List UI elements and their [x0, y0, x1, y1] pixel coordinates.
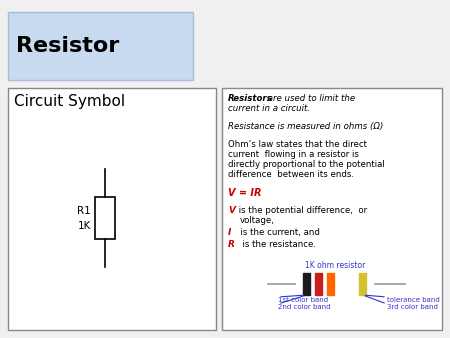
- Text: 3rd color band: 3rd color band: [387, 304, 438, 310]
- Text: 1K: 1K: [77, 221, 91, 231]
- Text: voltage,: voltage,: [240, 216, 275, 225]
- Text: R1: R1: [77, 206, 91, 216]
- FancyBboxPatch shape: [8, 12, 193, 80]
- Bar: [95, 197, 115, 239]
- Text: 1K ohm resistor: 1K ohm resistor: [305, 261, 365, 270]
- Bar: [315, 273, 322, 295]
- Text: current  flowing in a resistor is: current flowing in a resistor is: [228, 150, 359, 159]
- Text: 1st color band: 1st color band: [278, 297, 328, 303]
- Text: Resistor: Resistor: [16, 36, 119, 56]
- Text: Circuit Symbol: Circuit Symbol: [14, 94, 125, 109]
- Text: are used to limit the: are used to limit the: [265, 94, 355, 103]
- Text: is the potential difference,  or: is the potential difference, or: [236, 206, 367, 215]
- Bar: [303, 273, 310, 295]
- Text: V = IR: V = IR: [228, 188, 261, 198]
- Text: R: R: [228, 240, 235, 249]
- FancyBboxPatch shape: [293, 271, 377, 297]
- Text: directly proportional to the potential: directly proportional to the potential: [228, 160, 385, 169]
- Text: current in a circuit.: current in a circuit.: [228, 104, 310, 113]
- Text: Resistors: Resistors: [228, 94, 273, 103]
- Text: is the resistance.: is the resistance.: [237, 240, 316, 249]
- Text: V: V: [228, 206, 235, 215]
- Bar: [327, 273, 334, 295]
- Text: Ohm’s law states that the direct: Ohm’s law states that the direct: [228, 140, 367, 149]
- Bar: [8, 88, 216, 330]
- Text: difference  between its ends.: difference between its ends.: [228, 170, 354, 179]
- Text: Resistance is measured in ohms (Ω): Resistance is measured in ohms (Ω): [228, 122, 383, 131]
- Text: tolerance band: tolerance band: [387, 297, 440, 303]
- Bar: [222, 88, 442, 330]
- Text: I: I: [228, 228, 231, 237]
- Text: 2nd color band: 2nd color band: [278, 304, 330, 310]
- Text: is the current, and: is the current, and: [235, 228, 320, 237]
- Bar: [359, 273, 366, 295]
